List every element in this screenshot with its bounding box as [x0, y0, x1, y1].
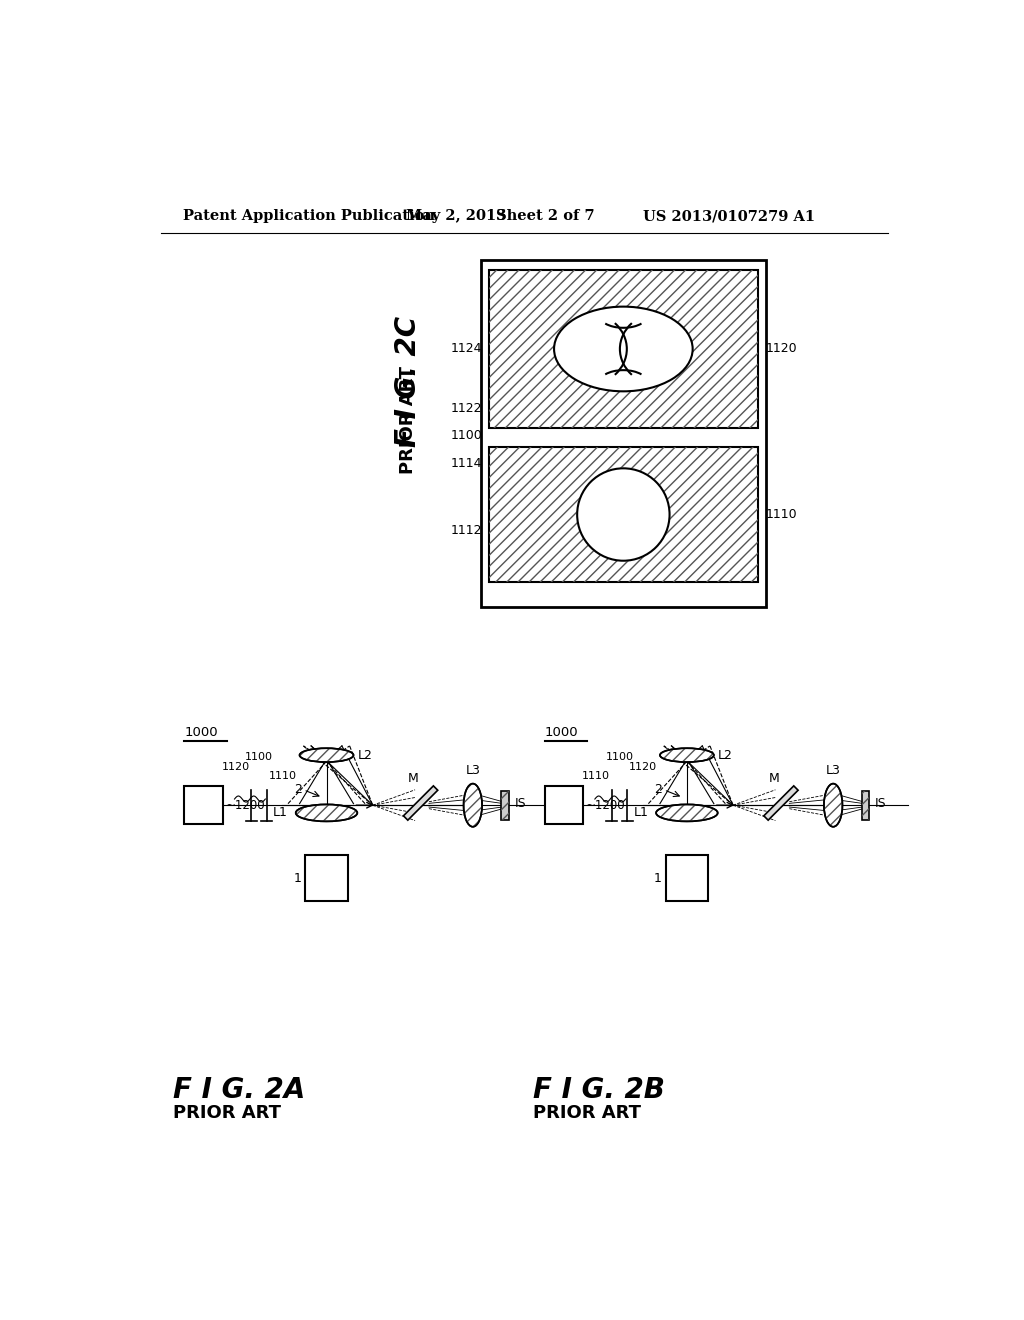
Bar	[502, 791, 509, 820]
Bar	[666, 855, 708, 902]
Text: L2: L2	[718, 748, 732, 762]
Text: ~1200: ~1200	[586, 799, 626, 812]
Text: F I G. 2A: F I G. 2A	[173, 1076, 305, 1104]
Text: 1100: 1100	[605, 752, 634, 763]
Text: ~1200: ~1200	[225, 799, 265, 812]
Text: 2: 2	[294, 783, 302, 796]
Bar	[545, 785, 584, 825]
Bar	[861, 791, 869, 820]
Text: L1: L1	[634, 807, 648, 820]
Bar	[861, 791, 869, 820]
Text: 1: 1	[294, 871, 301, 884]
Text: IS: IS	[874, 797, 887, 810]
Text: 1122: 1122	[451, 403, 482, 416]
Text: L3: L3	[465, 764, 480, 777]
Circle shape	[578, 469, 670, 561]
Text: 1120: 1120	[766, 342, 798, 355]
Ellipse shape	[656, 804, 718, 821]
Text: 1114: 1114	[451, 457, 482, 470]
Text: 1110: 1110	[766, 508, 798, 521]
Ellipse shape	[296, 804, 357, 821]
Text: L3: L3	[825, 764, 841, 777]
Text: 1120: 1120	[222, 762, 250, 772]
Text: Sheet 2 of 7: Sheet 2 of 7	[497, 209, 595, 223]
Text: 1: 1	[654, 871, 662, 884]
Bar	[502, 791, 509, 820]
Bar	[488, 271, 758, 428]
Bar	[305, 855, 348, 902]
Text: 1100: 1100	[451, 429, 482, 442]
Text: 1100: 1100	[245, 752, 273, 763]
Polygon shape	[403, 785, 437, 820]
Polygon shape	[764, 785, 798, 820]
Text: 1000: 1000	[184, 726, 218, 739]
Ellipse shape	[464, 784, 482, 826]
Bar	[488, 447, 758, 582]
Bar	[488, 271, 758, 428]
Bar	[488, 447, 758, 582]
Text: 2: 2	[654, 783, 663, 796]
Text: US 2013/0107279 A1: US 2013/0107279 A1	[643, 209, 815, 223]
Text: F I G. 2C: F I G. 2C	[394, 315, 422, 447]
Text: Patent Application Publication: Patent Application Publication	[183, 209, 435, 223]
Text: 1110: 1110	[268, 771, 296, 781]
Bar	[481, 260, 766, 607]
Text: 1120: 1120	[629, 762, 656, 772]
Bar	[184, 785, 223, 825]
Ellipse shape	[300, 748, 353, 762]
Text: F I G. 2B: F I G. 2B	[534, 1076, 666, 1104]
Text: May 2, 2013: May 2, 2013	[407, 209, 507, 223]
Ellipse shape	[824, 784, 843, 826]
Ellipse shape	[659, 748, 714, 762]
Text: L1: L1	[273, 807, 288, 820]
Text: PRIOR ART: PRIOR ART	[534, 1105, 641, 1122]
Text: PRIOR ART: PRIOR ART	[398, 366, 417, 474]
Text: 1112: 1112	[451, 524, 482, 537]
Text: PRIOR ART: PRIOR ART	[173, 1105, 281, 1122]
Text: 1124: 1124	[451, 342, 482, 355]
Text: 1000: 1000	[545, 726, 579, 739]
Ellipse shape	[554, 306, 692, 391]
Text: L2: L2	[357, 748, 372, 762]
Text: 1110: 1110	[583, 771, 610, 781]
Text: IS: IS	[514, 797, 526, 810]
Text: M: M	[409, 772, 419, 785]
Text: M: M	[769, 772, 779, 785]
